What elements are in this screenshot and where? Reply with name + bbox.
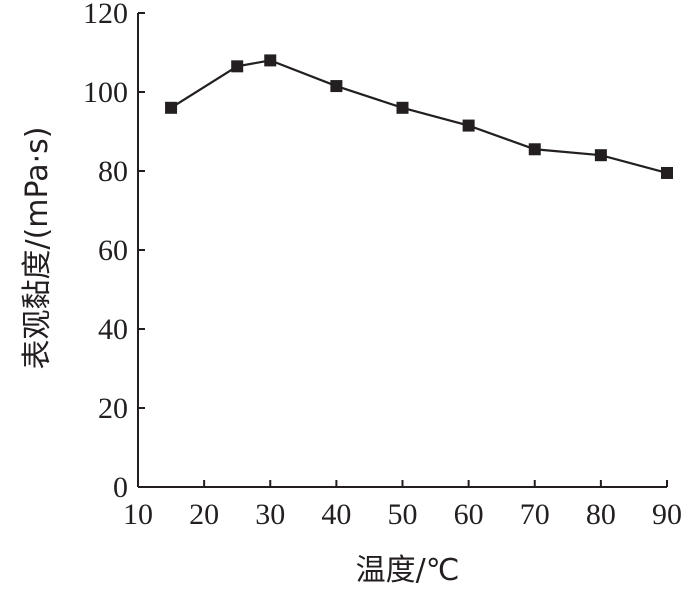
x-tick-label: 30 (255, 498, 285, 531)
y-tick-label: 80 (98, 155, 128, 188)
y-ticks: 0 20 40 60 80 100 120 (83, 0, 145, 504)
data-point-marker (264, 54, 277, 67)
x-tick-label: 90 (652, 498, 682, 531)
y-tick-label: 120 (83, 0, 128, 30)
y-tick-label: 40 (98, 313, 128, 346)
series-layer (165, 54, 673, 179)
x-tick-label: 60 (454, 498, 484, 531)
x-tick-label: 40 (321, 498, 351, 531)
data-point-marker (661, 166, 673, 179)
x-tick-label: 10 (123, 498, 153, 531)
data-point-marker (396, 101, 409, 114)
data-point-marker (165, 101, 178, 114)
x-axis-title: 温度/℃ (356, 553, 460, 588)
axes (137, 13, 667, 488)
data-point-marker (528, 143, 541, 156)
data-point-marker (594, 149, 607, 162)
y-tick-label: 0 (113, 471, 128, 504)
data-point-marker (330, 80, 343, 93)
y-tick-label: 20 (98, 392, 128, 425)
x-tick-label: 80 (586, 498, 616, 531)
x-tick-label: 20 (189, 498, 219, 531)
y-tick-label: 100 (83, 76, 128, 109)
x-ticks: 10 20 30 40 50 60 70 80 90 (123, 480, 682, 531)
x-tick-label: 70 (520, 498, 550, 531)
x-tick-label: 50 (388, 498, 418, 531)
y-axis-title: 表观黏度/(mPa·s) (20, 126, 55, 369)
data-point-marker (462, 119, 475, 132)
y-tick-label: 60 (98, 234, 128, 267)
series-line (170, 59, 668, 175)
data-point-marker (231, 60, 244, 73)
